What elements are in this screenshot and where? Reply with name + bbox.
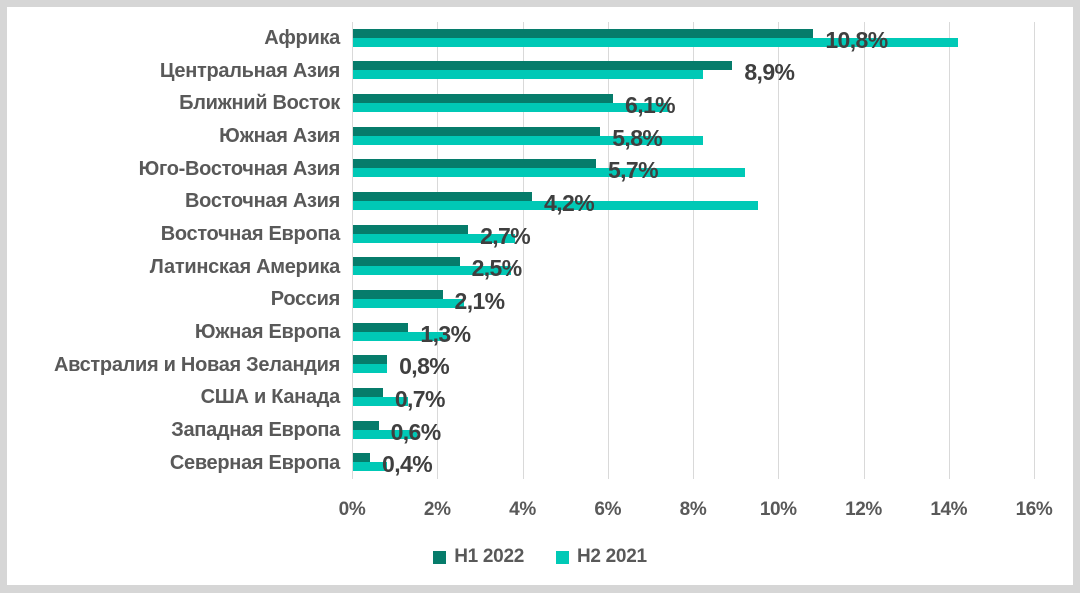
data-label: 2,7% bbox=[480, 222, 531, 249]
category-label: Центральная Азия bbox=[159, 59, 340, 82]
legend-item-h1-2022: H1 2022 bbox=[433, 546, 524, 568]
bar-h1-2022 bbox=[353, 257, 460, 267]
bar-h1-2022 bbox=[353, 28, 814, 38]
x-axis-tick-label: 4% bbox=[509, 499, 536, 520]
bar-h2-2021 bbox=[353, 266, 511, 276]
data-label: 0,4% bbox=[382, 451, 433, 478]
bar-h2-2021 bbox=[353, 331, 447, 341]
category-label: Россия bbox=[270, 288, 341, 311]
bar-h1-2022 bbox=[353, 322, 409, 332]
data-label: 4,2% bbox=[544, 189, 595, 216]
bar-h1-2022 bbox=[353, 93, 613, 103]
bar-h2-2021 bbox=[353, 396, 409, 406]
category-label: Западная Европа bbox=[171, 419, 340, 442]
gridline bbox=[693, 22, 694, 479]
data-label: 1,3% bbox=[420, 320, 471, 347]
data-label: 5,8% bbox=[612, 124, 663, 151]
legend-label: H1 2022 bbox=[454, 546, 524, 567]
bar-h1-2022 bbox=[353, 289, 443, 299]
category-label: США и Канада bbox=[200, 386, 341, 409]
gridline bbox=[607, 22, 609, 479]
category-label: Восточная Азия bbox=[185, 190, 340, 213]
category-label: Австралия и Новая Зеландия bbox=[53, 353, 340, 376]
bar-h1-2022 bbox=[353, 453, 371, 463]
bar-h2-2021 bbox=[353, 462, 388, 472]
data-label: 10,8% bbox=[825, 26, 888, 53]
bar-h2-2021 bbox=[353, 102, 669, 112]
data-label: 6,1% bbox=[625, 91, 676, 118]
legend: H1 2022 H2 2021 bbox=[0, 545, 1080, 569]
data-label: 5,7% bbox=[607, 157, 659, 184]
category-label: Южная Европа bbox=[194, 321, 340, 344]
bar-h1-2022 bbox=[353, 387, 383, 397]
x-axis-tick-label: 2% bbox=[423, 499, 451, 520]
category-label: Южная Азия bbox=[219, 125, 340, 148]
data-label: 0,7% bbox=[394, 385, 446, 412]
category-label: Африка bbox=[264, 27, 340, 49]
bar-h2-2021 bbox=[353, 233, 515, 243]
category-label: Восточная Европа bbox=[160, 223, 341, 246]
category-label: Латинская Америка bbox=[149, 255, 341, 278]
gridline bbox=[437, 22, 439, 479]
bar-h2-2021 bbox=[353, 135, 703, 145]
bar-h1-2022 bbox=[353, 355, 388, 365]
bar-h2-2021 bbox=[353, 429, 417, 439]
gridline bbox=[948, 22, 950, 479]
x-axis-tick-label: 14% bbox=[930, 499, 968, 520]
legend-swatch-h1-2022 bbox=[433, 550, 447, 564]
x-axis-tick-label: 8% bbox=[679, 499, 707, 520]
data-label: 2,1% bbox=[454, 287, 506, 314]
legend-label: H2 2021 bbox=[577, 546, 647, 567]
bar-h2-2021 bbox=[353, 298, 464, 308]
x-axis-tick-label: 6% bbox=[594, 499, 622, 520]
bar-h1-2022 bbox=[353, 61, 733, 71]
bar-h1-2022 bbox=[353, 224, 469, 234]
category-label: Северная Европа bbox=[169, 451, 340, 474]
bar-h2-2021 bbox=[353, 200, 758, 210]
bar-h1-2022 bbox=[353, 420, 379, 430]
x-axis-tick-label: 10% bbox=[759, 499, 797, 520]
bar-h2-2021 bbox=[353, 70, 703, 80]
x-axis-tick-label: 0% bbox=[338, 499, 366, 520]
data-label: 8,9% bbox=[744, 59, 795, 86]
gridline bbox=[1034, 22, 1035, 479]
legend-item-h2-2021: H2 2021 bbox=[556, 546, 647, 568]
bar-h2-2021 bbox=[353, 168, 746, 178]
category-label: Юго-Восточная Азия bbox=[138, 157, 341, 180]
data-label: 0,6% bbox=[390, 418, 442, 445]
gridline bbox=[778, 22, 780, 479]
gridline bbox=[352, 22, 353, 479]
bar-h1-2022 bbox=[353, 126, 601, 136]
x-axis-tick-label: 12% bbox=[845, 499, 882, 520]
data-label: 2,5% bbox=[471, 255, 523, 282]
bar-h1-2022 bbox=[353, 159, 596, 169]
bar-h2-2021 bbox=[353, 37, 959, 47]
x-axis-tick-label: 16% bbox=[1015, 499, 1053, 520]
data-label: 0,8% bbox=[399, 353, 450, 380]
gridline bbox=[863, 22, 865, 479]
category-label: Ближний Восток bbox=[179, 92, 340, 115]
bar-h1-2022 bbox=[353, 191, 533, 201]
bar-h2-2021 bbox=[353, 364, 388, 374]
gridline bbox=[522, 22, 524, 479]
legend-swatch-h2-2021 bbox=[556, 550, 569, 564]
